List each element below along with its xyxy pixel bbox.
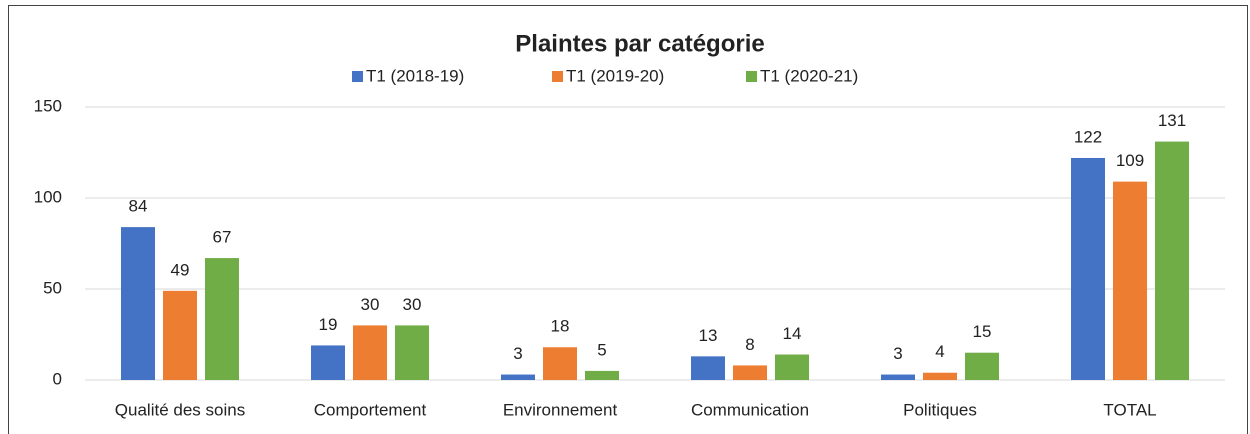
legend-label: T1 (2020-21)	[760, 66, 858, 85]
data-label: 84	[129, 197, 148, 216]
bar	[1071, 157, 1105, 380]
data-label: 49	[171, 260, 190, 279]
chart-title: Plaintes par catégorie	[515, 30, 764, 57]
data-label: 3	[893, 344, 902, 363]
legend-swatch	[552, 71, 563, 82]
data-label: 14	[783, 324, 802, 343]
bar	[691, 356, 725, 380]
bar	[585, 370, 619, 380]
x-tick-label: Comportement	[314, 400, 427, 419]
data-label: 15	[973, 322, 992, 341]
bar	[733, 365, 767, 380]
bar	[965, 352, 999, 380]
bar	[501, 374, 535, 380]
y-tick-label: 150	[34, 96, 62, 115]
bar	[775, 354, 809, 380]
data-label: 13	[699, 326, 718, 345]
data-label: 3	[513, 344, 522, 363]
bar	[353, 325, 387, 380]
x-tick-label: Qualité des soins	[115, 400, 245, 419]
y-tick-label: 50	[43, 278, 62, 297]
data-label: 8	[745, 335, 754, 354]
bar	[923, 372, 957, 380]
data-label: 30	[361, 295, 380, 314]
data-label: 67	[213, 228, 232, 247]
data-label: 131	[1158, 111, 1186, 130]
x-tick-label: Communication	[691, 400, 809, 419]
data-label: 109	[1116, 151, 1144, 170]
x-tick-label: TOTAL	[1103, 400, 1156, 419]
bar	[1113, 181, 1147, 380]
bar	[395, 325, 429, 380]
data-label: 4	[935, 342, 944, 361]
bar	[205, 258, 239, 380]
x-tick-label: Politiques	[903, 400, 977, 419]
data-label: 30	[403, 295, 422, 314]
data-label: 19	[319, 315, 338, 334]
bar	[1155, 141, 1189, 380]
data-label: 18	[551, 317, 570, 336]
x-tick-label: Environnement	[503, 400, 618, 419]
bar	[543, 347, 577, 380]
bar	[881, 374, 915, 380]
legend-label: T1 (2019-20)	[566, 66, 664, 85]
data-label: 122	[1074, 127, 1102, 146]
bar	[163, 290, 197, 380]
legend-label: T1 (2018-19)	[366, 66, 464, 85]
bar	[121, 227, 155, 380]
bar	[311, 345, 345, 380]
y-tick-label: 100	[34, 187, 62, 206]
y-tick-label: 0	[53, 369, 62, 388]
legend-swatch	[352, 71, 363, 82]
data-label: 5	[597, 340, 606, 359]
legend-swatch	[746, 71, 757, 82]
